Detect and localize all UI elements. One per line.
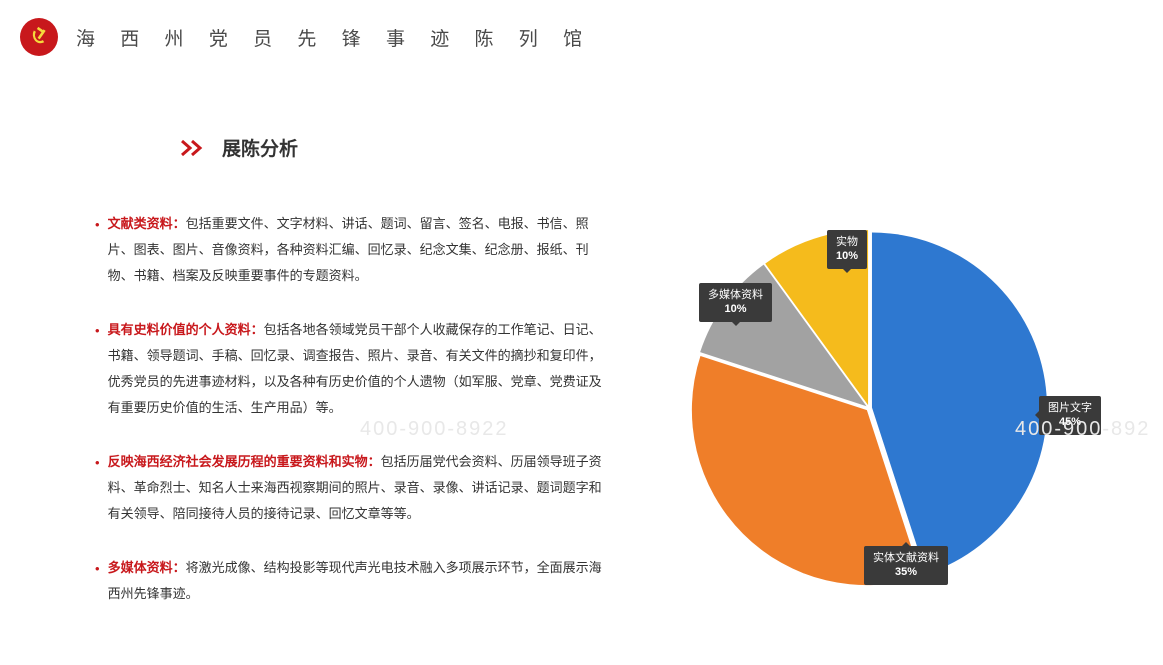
- slice-percent: 10%: [836, 249, 858, 263]
- bullet-item: • 反映海西经济社会发展历程的重要资料和实物：包括历届党代会资料、历届领导班子资…: [95, 449, 605, 527]
- bullet-label: 具有史料价值的个人资料：: [108, 322, 264, 337]
- pie-slice-label: 多媒体资料10%: [699, 283, 772, 322]
- bullet-content: 具有史料价值的个人资料：包括各地各领域党员干部个人收藏保存的工作笔记、日记、书籍…: [108, 317, 605, 421]
- bullet-label: 多媒体资料：: [108, 560, 186, 575]
- chevron-right-icon: [180, 139, 212, 157]
- party-emblem-logo: [20, 18, 58, 56]
- chart-column: 图片文字45%实体文献资料35%多媒体资料10%实物10%: [605, 211, 1133, 635]
- bullet-label: 文献类资料：: [108, 216, 186, 231]
- hammer-sickle-icon: [26, 24, 52, 50]
- section-title: 展陈分析: [222, 134, 298, 161]
- slice-name: 实体文献资料: [873, 551, 939, 565]
- pie-slice-label: 图片文字45%: [1039, 396, 1101, 435]
- pie-chart: 图片文字45%实体文献资料35%多媒体资料10%实物10%: [649, 188, 1089, 628]
- bullet-item: • 具有史料价值的个人资料：包括各地各领域党员干部个人收藏保存的工作笔记、日记、…: [95, 317, 605, 421]
- slice-percent: 45%: [1048, 415, 1092, 429]
- bullet-list: • 文献类资料：包括重要文件、文字材料、讲话、题词、留言、签名、电报、书信、照片…: [95, 211, 605, 635]
- slice-name: 多媒体资料: [708, 288, 763, 302]
- content-area: • 文献类资料：包括重要文件、文字材料、讲话、题词、留言、签名、电报、书信、照片…: [0, 211, 1163, 635]
- bullet-label: 反映海西经济社会发展历程的重要资料和实物：: [108, 454, 381, 469]
- bullet-dot-icon: •: [95, 212, 100, 289]
- slice-name: 图片文字: [1048, 401, 1092, 415]
- bullet-dot-icon: •: [95, 318, 100, 421]
- header-title: 海 西 州 党 员 先 锋 事 迹 陈 列 馆: [76, 24, 592, 51]
- bullet-content: 文献类资料：包括重要文件、文字材料、讲话、题词、留言、签名、电报、书信、照片、图…: [108, 211, 605, 289]
- section-header: 展陈分析: [180, 134, 1163, 161]
- slice-percent: 35%: [873, 565, 939, 579]
- bullet-dot-icon: •: [95, 450, 100, 527]
- slice-percent: 10%: [708, 302, 763, 316]
- page-header: 海 西 州 党 员 先 锋 事 迹 陈 列 馆: [0, 0, 1163, 74]
- pie-slice-label: 实物10%: [827, 230, 867, 269]
- bullet-item: • 文献类资料：包括重要文件、文字材料、讲话、题词、留言、签名、电报、书信、照片…: [95, 211, 605, 289]
- bullet-dot-icon: •: [95, 556, 100, 607]
- bullet-content: 多媒体资料：将激光成像、结构投影等现代声光电技术融入多项展示环节，全面展示海西州…: [108, 555, 605, 607]
- slice-name: 实物: [836, 235, 858, 249]
- bullet-item: • 多媒体资料：将激光成像、结构投影等现代声光电技术融入多项展示环节，全面展示海…: [95, 555, 605, 607]
- pie-slice-label: 实体文献资料35%: [864, 546, 948, 585]
- bullet-content: 反映海西经济社会发展历程的重要资料和实物：包括历届党代会资料、历届领导班子资料、…: [108, 449, 605, 527]
